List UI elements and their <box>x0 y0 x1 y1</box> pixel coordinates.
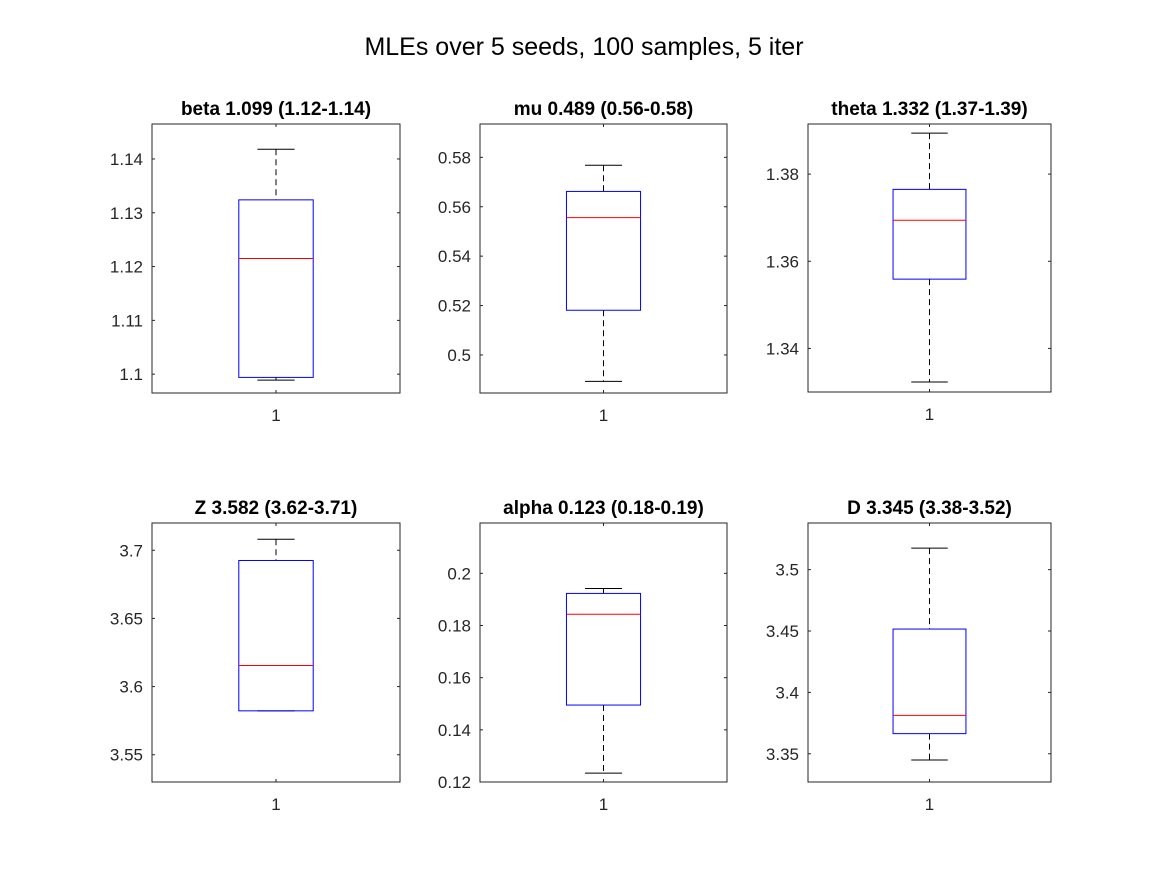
iqr-box <box>565 190 642 311</box>
y-tick-label: 0.16 <box>438 669 471 688</box>
x-tick-label: 1 <box>925 405 934 424</box>
subplot-title: alpha 0.123 (0.18-0.19) <box>503 498 704 519</box>
plot-area <box>479 522 728 783</box>
y-tick-label: 0.2 <box>447 564 471 583</box>
plot-area <box>151 522 401 783</box>
y-tick-label: 0.5 <box>447 346 471 365</box>
subplot-grid: beta 1.099 (1.12-1.14) 1.1 1.11 1.12 1.13 1.1… <box>110 99 1052 814</box>
iqr-box <box>238 199 314 378</box>
x-tick-label: 1 <box>271 406 280 425</box>
iqr-box <box>238 559 314 712</box>
y-tick-label: 1.38 <box>766 165 799 184</box>
subplot-title: theta 1.332 (1.37-1.39) <box>831 99 1027 120</box>
y-tick-label: 3.55 <box>110 746 143 765</box>
iqr-box <box>565 592 642 706</box>
y-tick-label: 1.11 <box>111 311 143 330</box>
subplot-3: theta 1.332 (1.37-1.39) 1.34 1.36 1.38 1 <box>766 99 1052 424</box>
x-tick-label: 1 <box>599 795 608 814</box>
y-tick-label: 3.65 <box>110 609 143 628</box>
x-tick-label: 1 <box>271 795 280 814</box>
y-tick-label: 1.12 <box>110 258 143 277</box>
subplot-2: mu 0.489 (0.56-0.58) 0.5 0.52 0.54 0.56 0.58 1 <box>438 99 728 425</box>
subplot-4: Z 3.582 (3.62-3.71) 3.55 3.6 3.65 3.7 1 <box>110 498 401 814</box>
y-tick-label: 0.18 <box>438 617 471 636</box>
y-tick-label: 1.36 <box>766 252 799 271</box>
subplot-title: mu 0.489 (0.56-0.58) <box>514 99 694 120</box>
y-tick-label: 0.52 <box>438 297 471 316</box>
y-tick-label: 1.14 <box>110 150 143 169</box>
figure-title: MLEs over 5 seeds, 100 samples, 5 iter <box>364 33 803 61</box>
y-tick-label: 3.6 <box>119 678 143 697</box>
iqr-box <box>892 628 967 735</box>
subplot-title: beta 1.099 (1.12-1.14) <box>181 99 371 120</box>
y-tick-label: 0.54 <box>438 247 471 266</box>
subplot-6: D 3.345 (3.38-3.52) 3.35 3.4 3.45 3.5 1 <box>766 498 1052 814</box>
y-tick-label: 0.56 <box>438 198 471 217</box>
x-tick-label: 1 <box>599 406 608 425</box>
iqr-box <box>892 188 967 280</box>
y-tick-label: 3.45 <box>766 622 799 641</box>
y-tick-label: 1.1 <box>119 365 143 384</box>
subplot-1: beta 1.099 (1.12-1.14) 1.1 1.11 1.12 1.13 1.1… <box>110 99 401 425</box>
y-tick-label: 0.12 <box>438 773 471 792</box>
y-tick-label: 1.34 <box>766 339 799 358</box>
subplot-5: alpha 0.123 (0.18-0.19) 0.12 0.14 0.16 0.18 0… <box>438 498 728 814</box>
x-tick-label: 1 <box>925 795 934 814</box>
subplot-title: Z 3.582 (3.62-3.71) <box>195 498 358 519</box>
y-tick-label: 3.35 <box>766 745 799 764</box>
y-tick-label: 3.7 <box>119 541 143 560</box>
y-tick-label: 1.13 <box>110 204 143 223</box>
y-tick-label: 3.5 <box>775 561 799 580</box>
y-tick-label: 0.14 <box>438 721 471 740</box>
y-tick-label: 3.4 <box>775 683 799 702</box>
subplot-title: D 3.345 (3.38-3.52) <box>847 498 1012 519</box>
y-tick-label: 0.58 <box>438 148 471 167</box>
